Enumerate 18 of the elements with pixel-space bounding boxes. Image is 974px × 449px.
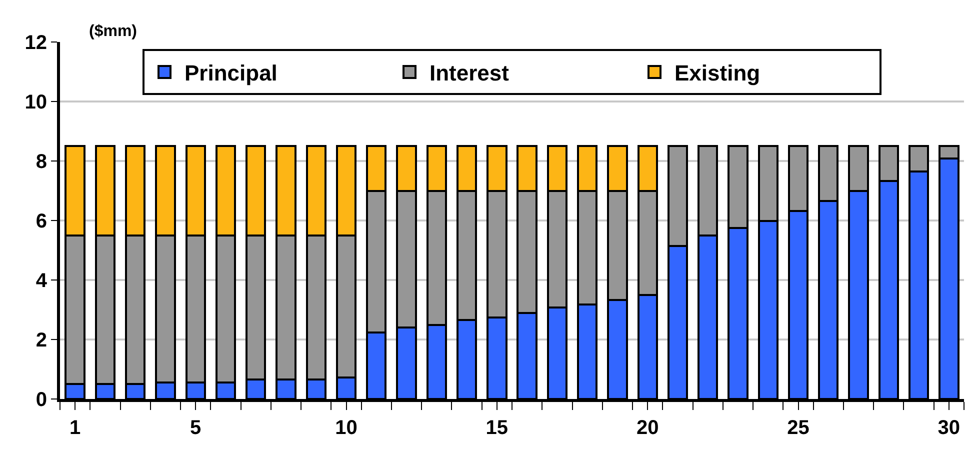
y-tick-label: 6 <box>36 210 47 232</box>
y-tick-label: 4 <box>36 270 48 292</box>
x-tick-label: 15 <box>486 417 508 439</box>
x-tick-label: 30 <box>938 417 960 439</box>
y-tick-label: 12 <box>24 32 47 54</box>
y-tick-label: 0 <box>36 389 47 411</box>
legend-label: Principal <box>184 60 278 86</box>
x-tick-label: 1 <box>70 417 81 439</box>
x-tick-label: 20 <box>636 417 659 439</box>
x-tick-label: 5 <box>190 417 202 439</box>
y-tick-label: 10 <box>24 92 47 114</box>
legend-label: Interest <box>430 60 510 86</box>
legend-label: Existing <box>674 60 760 86</box>
x-tick-label: 25 <box>787 417 810 439</box>
y-tick-label: 8 <box>36 151 47 173</box>
y-tick-label: 2 <box>36 330 47 352</box>
x-tick-label: 10 <box>335 417 358 439</box>
y-axis-title: ($mm) <box>89 23 138 40</box>
